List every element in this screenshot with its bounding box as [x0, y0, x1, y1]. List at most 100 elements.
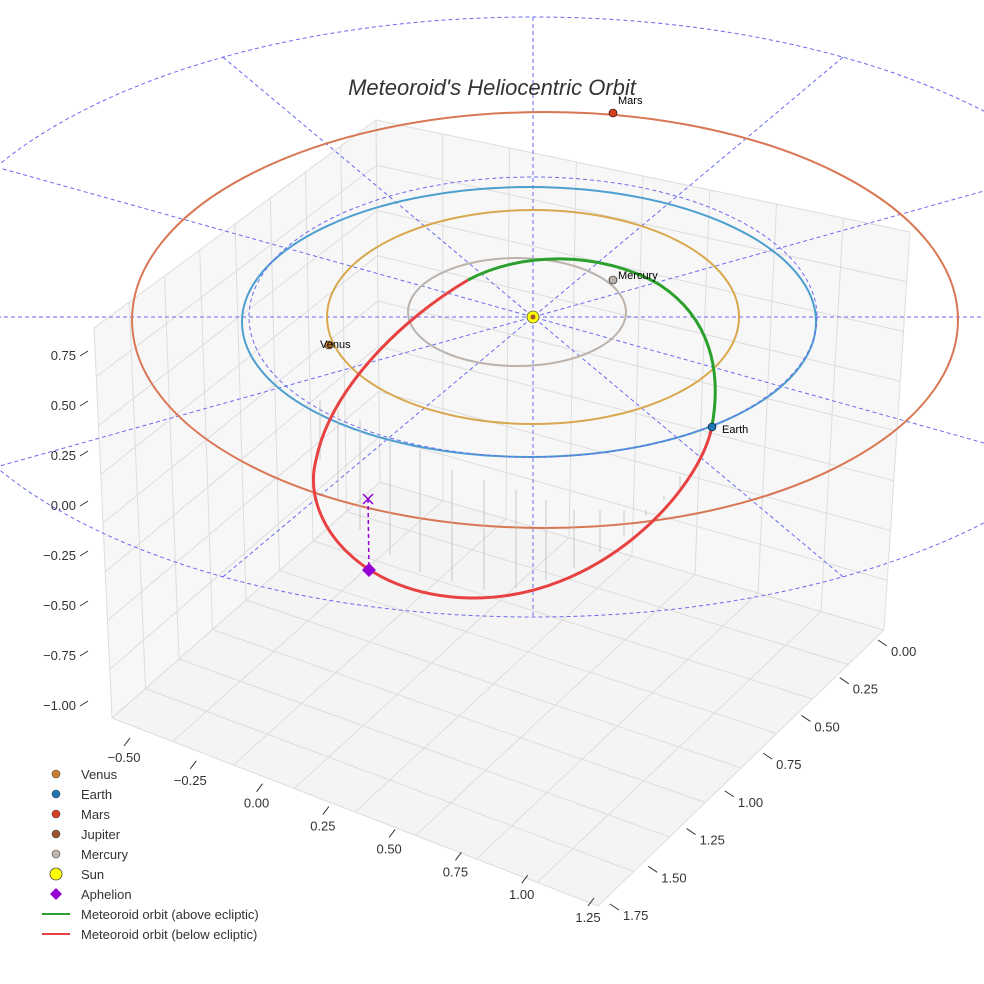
z-axis-tick-label: −0.75: [43, 648, 76, 663]
x-axis-tick: [587, 897, 595, 907]
z-axis-tick-label: −1.00: [43, 698, 76, 713]
z-axis-tick: [79, 500, 89, 507]
y-axis-tick: [609, 903, 620, 911]
x-axis: −0.50 −0.25 0.00 0.25 0.50 0.75 1.00 1.25: [108, 737, 601, 925]
ecliptic-spoke: [0, 167, 984, 444]
jupiter-marker: [530, 314, 536, 320]
z-axis-tick: [79, 550, 89, 557]
aphelion-diamond: [362, 563, 376, 577]
x-axis-tick-label: 0.00: [244, 796, 269, 811]
z-axis-tick-label: 0.00: [51, 498, 76, 513]
x-axis-tick: [256, 783, 263, 793]
legend-item: Meteoroid orbit (below ecliptic): [42, 927, 257, 942]
legend-item: Earth: [51, 787, 112, 802]
legend-marker: [50, 888, 62, 900]
wall-grid-line: [305, 171, 314, 542]
z-axis-tick: [79, 350, 89, 357]
right-wall-pane: [375, 119, 911, 631]
aphelion-marker: [362, 493, 376, 577]
jupiter-orbit: [0, 16, 984, 618]
legend-label: Mercury: [81, 847, 128, 862]
legend-item: Meteoroid orbit (above ecliptic): [42, 907, 259, 922]
floor-grid-line: [476, 592, 759, 860]
wall-grid-line: [98, 210, 378, 426]
planet-orbits: [0, 16, 984, 618]
legend-item: Jupiter: [51, 827, 121, 842]
z-axis-tick-label: −0.25: [43, 548, 76, 563]
y-axis-tick: [686, 828, 696, 835]
z-axis-tick: [79, 600, 89, 607]
wall-grid-line: [95, 164, 377, 378]
z-axis-tick: [79, 650, 89, 657]
x-axis-tick-label: 1.25: [575, 910, 600, 925]
x-axis-tick-label: 0.25: [310, 819, 335, 834]
grid-lines: [95, 133, 907, 883]
x-axis-tick: [123, 737, 131, 747]
y-axis-tick-label: 0.00: [891, 644, 916, 659]
x-axis-tick: [388, 829, 396, 838]
wall-grid-line: [102, 300, 379, 524]
y-axis: 0.00 0.25 0.50 0.75 1.00 1.25 1.50 1.75: [609, 639, 916, 923]
legend-marker: [51, 809, 61, 819]
y-axis-tick-label: 0.25: [853, 682, 878, 697]
legend-marker: [51, 789, 61, 799]
legend-label: Venus: [81, 767, 118, 782]
legend-label: Aphelion: [81, 887, 132, 902]
z-axis-tick-label: 0.50: [51, 398, 76, 413]
y-axis-tick-label: 0.50: [814, 719, 839, 734]
aphelion-drop-line: [367, 498, 370, 571]
floor-grid-line: [346, 511, 849, 665]
legend-label: Meteoroid orbit (below ecliptic): [81, 927, 257, 942]
legend-label: Sun: [81, 867, 104, 882]
planets: Mars Mercury Venus Earth: [320, 95, 748, 436]
z-axis-tick-label: 0.25: [51, 448, 76, 463]
legend-marker: [49, 867, 63, 881]
y-axis-tick-label: 0.75: [776, 757, 801, 772]
y-axis-tick: [724, 790, 735, 798]
mercury-marker: [608, 275, 618, 285]
meteoroid-orbit-below: [311, 278, 714, 600]
earth-label: Earth: [722, 424, 748, 436]
meteoroid-orbit: [311, 257, 717, 600]
y-axis-tick-label: 1.50: [661, 870, 686, 885]
floor-grid-line: [415, 574, 696, 836]
x-axis-tick-label: −0.25: [174, 773, 207, 788]
legend-label: Jupiter: [81, 827, 121, 842]
legend-label: Meteoroid orbit (above ecliptic): [81, 907, 259, 922]
wall-grid-line: [376, 164, 907, 283]
venus-orbit: [326, 209, 740, 425]
y-axis-tick: [648, 865, 658, 873]
y-axis-tick: [839, 677, 849, 685]
legend: Venus Earth Mars Jupiter Mercury Sun Aphelion M…: [42, 767, 259, 942]
legend-item: Sun: [49, 867, 104, 882]
z-axis-tick-label: −0.50: [43, 598, 76, 613]
legend-label: Earth: [81, 787, 112, 802]
floor-grid-line: [536, 611, 822, 883]
legend-marker: [51, 829, 61, 839]
mercury-label: Mercury: [618, 270, 658, 282]
mercury-orbit: [407, 257, 627, 367]
z-axis: 0.75 0.50 0.25 0.00 −0.25 −0.50 −0.75 −1.00: [43, 348, 89, 713]
legend-marker: [51, 849, 61, 859]
earth-marker: [707, 422, 717, 432]
x-axis-tick-label: 1.00: [509, 887, 534, 902]
floor-grid-line: [245, 599, 742, 769]
floor-grid-line: [279, 570, 777, 734]
axes-box: [93, 119, 911, 907]
z-axis-tick-label: 0.75: [51, 348, 76, 363]
y-axis-tick-label: 1.25: [700, 833, 725, 848]
y-axis-tick: [762, 752, 773, 760]
y-axis-tick-label: 1.75: [623, 908, 648, 923]
wall-grid-line: [694, 189, 711, 575]
mars-marker: [608, 108, 618, 118]
wall-grid-line: [340, 145, 347, 512]
aphelion-projection-x: [362, 493, 374, 505]
wall-grid-line: [377, 300, 898, 432]
floor-grid-line: [312, 540, 813, 700]
y-axis-tick: [801, 715, 811, 722]
legend-label: Mars: [81, 807, 110, 822]
x-axis-tick-label: −0.50: [108, 750, 141, 765]
x-axis-tick-label: 0.75: [443, 864, 468, 879]
wall-grid-line: [377, 255, 901, 382]
